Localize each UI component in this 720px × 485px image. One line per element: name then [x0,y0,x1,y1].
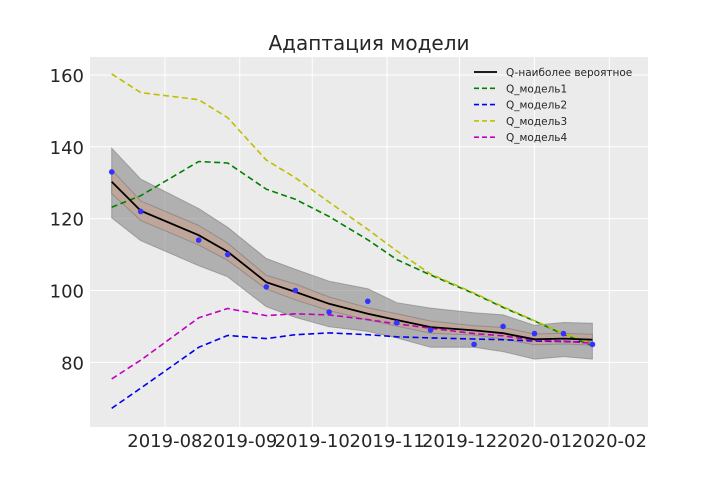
x-tick-label: 2019-08 [127,431,202,452]
observed-point [500,323,506,330]
y-tick-label: 100 [50,281,84,302]
observed-point [589,341,596,348]
observed-point [195,237,202,244]
legend-label: Q_модель4 [506,132,567,144]
x-tick-label: 2020-01 [497,431,572,452]
observed-point [471,341,477,348]
x-tick-label: 2019-12 [422,431,497,452]
y-tick-label: 160 [50,66,84,87]
observed-point [108,169,115,175]
chart-title: Адаптация модели [269,31,470,55]
series-line [111,160,593,347]
x-tick-label: 2020-02 [572,431,647,452]
legend-label: Q_модель2 [506,100,567,112]
observed-point [292,287,299,294]
x-tick-label: 2019-11 [350,431,425,452]
x-tick-label: 2019-09 [202,431,277,452]
series-line [111,307,593,380]
legend-label: Q_модель1 [506,83,567,95]
observed-point [393,320,400,326]
series-lines [111,73,593,409]
legend: Q-наиболее вероятное Q_модель1 Q_модель2 Q_… [474,67,632,144]
observed-point [560,330,567,337]
observed-point [364,298,371,305]
observed-point [137,208,144,215]
observed-point [263,284,270,290]
legend-label: Q-наиболее вероятное [506,67,632,79]
series-line [111,181,593,341]
observed-point [531,330,538,337]
observed-points [108,169,596,348]
observed-point [326,309,332,315]
legend-label: Q_модель3 [506,116,567,128]
series-line [111,332,593,409]
series-line [111,73,593,345]
observed-point [224,251,231,258]
y-tick-label: 140 [50,138,84,159]
observed-point [427,327,434,333]
y-tick-label: 120 [50,210,84,231]
x-tick-label: 2019-10 [275,431,350,452]
y-tick-label: 80 [61,353,84,374]
